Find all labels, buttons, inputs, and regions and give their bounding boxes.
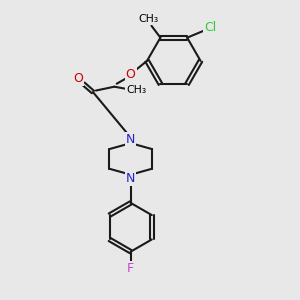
Text: N: N <box>126 133 135 146</box>
Text: O: O <box>73 72 83 85</box>
Text: CH₃: CH₃ <box>126 85 146 95</box>
Text: F: F <box>127 262 134 275</box>
Text: N: N <box>126 172 135 185</box>
Text: CH₃: CH₃ <box>139 14 159 24</box>
Text: Cl: Cl <box>204 21 217 34</box>
Text: O: O <box>126 68 136 81</box>
